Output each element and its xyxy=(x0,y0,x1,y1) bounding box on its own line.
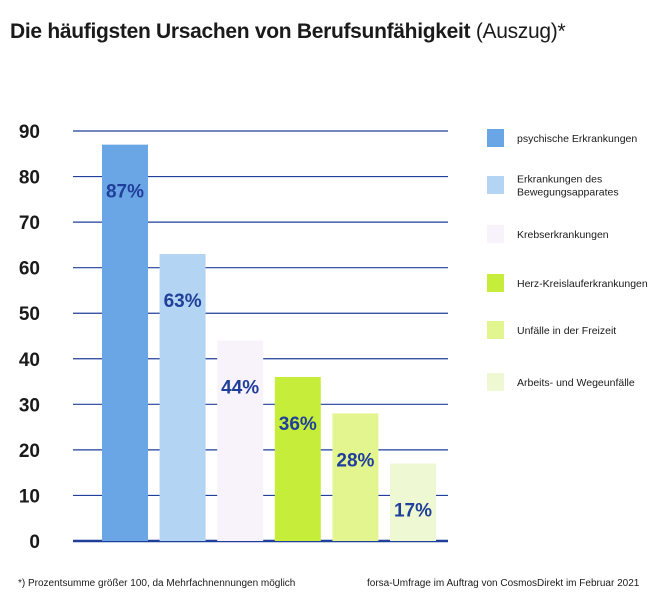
bar xyxy=(390,463,436,541)
bar xyxy=(332,413,379,541)
source-note: forsa-Umfrage im Auftrag von CosmosDirek… xyxy=(367,578,640,589)
y-tick-label: 0 xyxy=(29,532,40,553)
footnote: *) Prozentsumme größer 100, da Mehrfachn… xyxy=(18,578,296,589)
data-label: 87% xyxy=(106,182,144,203)
y-axis: 0 10 20 30 40 50 60 70 80 90 xyxy=(19,122,40,553)
legend-swatch xyxy=(487,176,504,194)
bar xyxy=(217,340,264,541)
bar xyxy=(274,377,321,541)
legend-label: Bewegungsapparates xyxy=(517,187,619,199)
legend-label: Krebserkrankungen xyxy=(517,229,609,241)
legend-swatch xyxy=(487,274,504,292)
chart-title: Die häufigsten Ursachen von Berufsunfähi… xyxy=(10,20,566,44)
legend-swatch xyxy=(487,373,504,391)
legend-label: Herz-Kreislauferkrankungen xyxy=(517,278,648,290)
chart-subtitle: (Auszug)* xyxy=(475,20,566,43)
data-label: 36% xyxy=(279,414,317,435)
legend-label: Unfälle in der Freizeit xyxy=(517,325,616,337)
bar xyxy=(102,144,148,541)
data-label: 17% xyxy=(394,501,432,522)
data-label: 44% xyxy=(221,378,259,399)
data-label: 28% xyxy=(336,450,374,471)
chart-title-main: Die häufigsten Ursachen von Berufsunfähi… xyxy=(10,20,471,43)
legend-label: psychische Erkrankungen xyxy=(517,133,637,145)
y-tick-label: 50 xyxy=(19,304,40,325)
legend-swatch xyxy=(487,225,504,243)
y-tick-label: 30 xyxy=(19,395,40,416)
bar xyxy=(159,254,206,541)
y-tick-label: 80 xyxy=(19,168,40,189)
data-label: 63% xyxy=(164,291,202,312)
data-labels: 87% 63% 44% 36% 28% 17% xyxy=(106,182,432,522)
y-tick-label: 90 xyxy=(19,122,40,143)
legend: psychische Erkrankungen Erkrankungen desB… xyxy=(487,129,648,391)
y-tick-label: 40 xyxy=(19,350,40,371)
legend-swatch xyxy=(487,321,504,339)
y-tick-label: 70 xyxy=(19,213,40,234)
legend-label: Erkrankungen des xyxy=(517,174,602,186)
legend-label: Arbeits- und Wegeunfälle xyxy=(517,377,635,389)
legend-swatch xyxy=(487,129,504,147)
y-tick-label: 10 xyxy=(19,486,40,507)
y-tick-label: 20 xyxy=(19,441,40,462)
bars xyxy=(102,144,436,541)
y-tick-label: 60 xyxy=(19,259,40,280)
